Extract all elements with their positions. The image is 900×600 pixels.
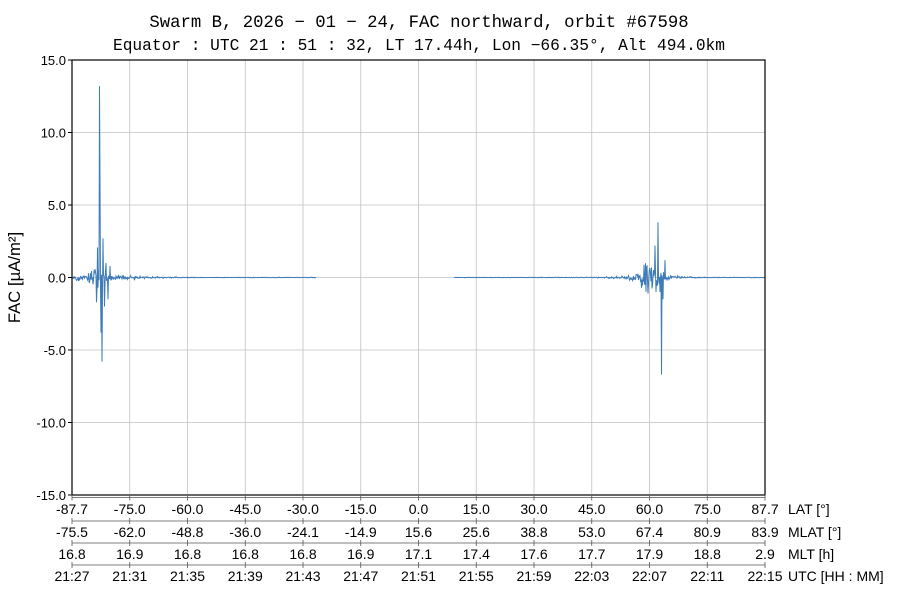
svg-text:Equator : UTC 21 : 51 : 32,: Equator : UTC 21 : 51 : 32, LT 17.44h, L… — [113, 37, 725, 55]
svg-text:-10.0: -10.0 — [36, 416, 66, 431]
svg-text:-48.8: -48.8 — [172, 524, 204, 540]
svg-text:FAC [µA/m²]: FAC [µA/m²] — [5, 232, 24, 323]
svg-text:21:59: 21:59 — [516, 568, 551, 584]
svg-text:17.6: 17.6 — [520, 546, 547, 562]
svg-text:16.9: 16.9 — [347, 546, 374, 562]
svg-text:-62.0: -62.0 — [114, 524, 146, 540]
svg-text:2.9: 2.9 — [755, 546, 775, 562]
svg-text:MLT [h]: MLT [h] — [788, 546, 834, 562]
svg-text:-87.7: -87.7 — [56, 501, 88, 517]
svg-text:22:03: 22:03 — [574, 568, 609, 584]
svg-text:21:35: 21:35 — [170, 568, 205, 584]
svg-text:Swarm B, 2026 − 01 − 24, FAC: Swarm B, 2026 − 01 − 24, FAC northward, … — [149, 14, 688, 33]
svg-text:-36.0: -36.0 — [229, 524, 261, 540]
svg-text:67.4: 67.4 — [636, 524, 663, 540]
svg-text:16.8: 16.8 — [289, 546, 316, 562]
svg-text:-30.0: -30.0 — [287, 501, 319, 517]
svg-text:LAT [°]: LAT [°] — [788, 501, 830, 517]
svg-text:5.0: 5.0 — [48, 198, 66, 213]
svg-text:10.0: 10.0 — [41, 126, 66, 141]
svg-text:53.0: 53.0 — [578, 524, 605, 540]
svg-text:-75.5: -75.5 — [56, 524, 88, 540]
svg-text:16.9: 16.9 — [116, 546, 143, 562]
svg-text:16.8: 16.8 — [58, 546, 85, 562]
svg-text:-60.0: -60.0 — [172, 501, 204, 517]
svg-text:21:43: 21:43 — [285, 568, 320, 584]
svg-text:83.9: 83.9 — [751, 524, 778, 540]
svg-text:15.0: 15.0 — [463, 501, 490, 517]
svg-text:-14.9: -14.9 — [345, 524, 377, 540]
svg-text:45.0: 45.0 — [578, 501, 605, 517]
svg-text:0.0: 0.0 — [48, 271, 66, 286]
svg-text:21:47: 21:47 — [343, 568, 378, 584]
svg-text:21:31: 21:31 — [112, 568, 147, 584]
svg-text:-24.1: -24.1 — [287, 524, 319, 540]
svg-text:60.0: 60.0 — [636, 501, 663, 517]
svg-text:-45.0: -45.0 — [229, 501, 261, 517]
svg-text:17.1: 17.1 — [405, 546, 432, 562]
svg-text:30.0: 30.0 — [520, 501, 547, 517]
svg-text:16.8: 16.8 — [174, 546, 201, 562]
svg-text:25.6: 25.6 — [463, 524, 490, 540]
svg-text:-75.0: -75.0 — [114, 501, 146, 517]
svg-text:38.8: 38.8 — [520, 524, 547, 540]
svg-text:18.8: 18.8 — [694, 546, 721, 562]
svg-text:0.0: 0.0 — [409, 501, 429, 517]
svg-text:17.4: 17.4 — [463, 546, 490, 562]
svg-text:17.7: 17.7 — [578, 546, 605, 562]
svg-text:15.0: 15.0 — [41, 53, 66, 68]
svg-text:21:51: 21:51 — [401, 568, 436, 584]
svg-text:21:27: 21:27 — [54, 568, 89, 584]
svg-text:87.7: 87.7 — [751, 501, 778, 517]
svg-text:22:15: 22:15 — [747, 568, 782, 584]
svg-text:-15.0: -15.0 — [345, 501, 377, 517]
svg-text:16.8: 16.8 — [232, 546, 259, 562]
svg-text:MLAT [°]: MLAT [°] — [788, 524, 841, 540]
svg-text:80.9: 80.9 — [694, 524, 721, 540]
svg-text:-5.0: -5.0 — [44, 343, 66, 358]
svg-text:UTC [HH : MM]: UTC [HH : MM] — [788, 568, 884, 584]
svg-text:17.9: 17.9 — [636, 546, 663, 562]
svg-text:21:39: 21:39 — [228, 568, 263, 584]
svg-text:21:55: 21:55 — [459, 568, 494, 584]
svg-text:22:07: 22:07 — [632, 568, 667, 584]
svg-text:22:11: 22:11 — [690, 568, 724, 584]
svg-text:75.0: 75.0 — [694, 501, 721, 517]
svg-text:15.6: 15.6 — [405, 524, 432, 540]
